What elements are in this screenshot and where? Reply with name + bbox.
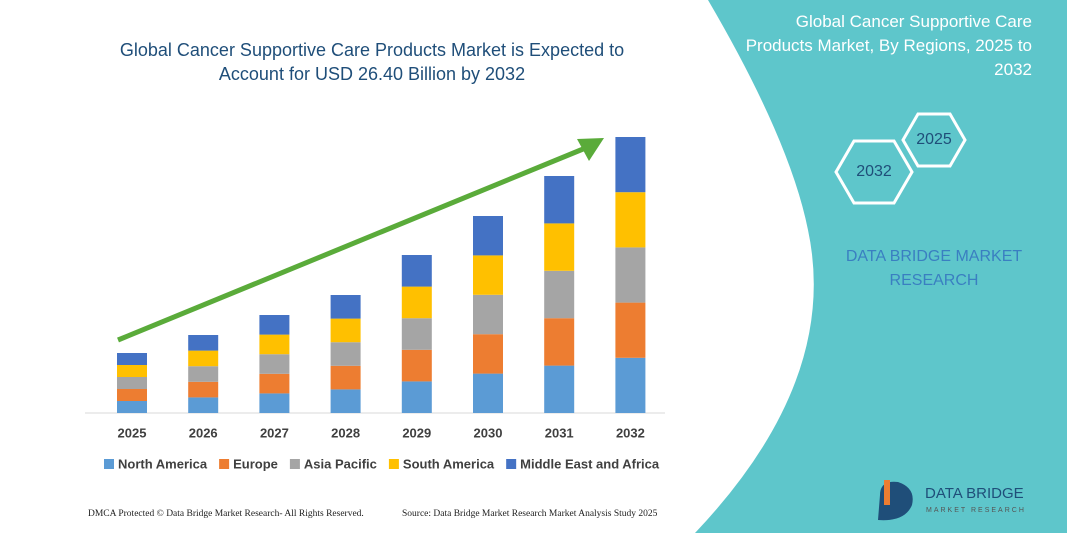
- x-tick-label: 2026: [189, 425, 218, 440]
- legend-label: South America: [403, 456, 495, 471]
- x-tick-label: 2031: [545, 425, 574, 440]
- bar-segment: [259, 373, 290, 394]
- bar-segment: [473, 373, 503, 413]
- bar-segment: [544, 223, 575, 271]
- panel-title: Global Cancer Supportive Care Products M…: [745, 12, 1032, 79]
- bar-segment: [473, 255, 503, 295]
- bar-segment: [117, 401, 147, 413]
- hex-label: 2032: [856, 163, 892, 180]
- bar-segment: [259, 315, 290, 335]
- bar-segment: [117, 377, 147, 389]
- legend-swatch: [289, 459, 300, 469]
- logo-mark: [884, 480, 890, 505]
- legend-swatch: [388, 459, 399, 469]
- bar-segment: [330, 389, 361, 413]
- bar-segment: [259, 393, 290, 413]
- bar-segment: [330, 318, 361, 343]
- bar-segment: [188, 397, 219, 413]
- logo-name: DATA BRIDGE: [925, 485, 1024, 502]
- bar-segment: [615, 247, 646, 303]
- trend-arrow: [117, 144, 589, 343]
- legend-swatch: [506, 459, 517, 469]
- legend-swatch: [104, 459, 114, 469]
- bar-segment: [544, 176, 575, 224]
- bar-segment: [473, 334, 503, 374]
- x-tick-label: 2027: [260, 425, 289, 440]
- bar-segment: [117, 365, 147, 377]
- bar-segment: [330, 365, 361, 390]
- bar-segment: [544, 318, 575, 366]
- x-tick-label: 2029: [402, 425, 431, 440]
- chart-title: Global Cancer Supportive Care Products M…: [119, 40, 625, 84]
- bar-segment: [401, 286, 432, 319]
- x-tick-label: 2030: [474, 425, 503, 440]
- bar-segment: [401, 255, 432, 287]
- bar-segment: [117, 389, 147, 401]
- x-tick-label: 2032: [616, 425, 645, 440]
- bar-segment: [330, 295, 361, 319]
- bar-segment: [615, 357, 646, 413]
- bar-segment: [188, 381, 219, 398]
- hex-label: 2025: [916, 131, 952, 148]
- trend-arrowhead: [577, 138, 604, 161]
- bar-segment: [117, 353, 147, 365]
- legend-label: Middle East and Africa: [520, 456, 660, 471]
- bar-segment: [473, 294, 503, 335]
- company-name: DATA BRIDGE MARKET RESEARCH: [845, 248, 1023, 289]
- bar-segment: [259, 334, 290, 355]
- hexagon: [834, 139, 914, 205]
- x-tick-label: 2028: [331, 425, 360, 440]
- bar-segment: [330, 342, 361, 366]
- bar-segment: [188, 335, 219, 351]
- logo-tagline: MARKET RESEARCH: [926, 507, 1026, 514]
- bar-segment: [615, 302, 646, 358]
- legend-label: Europe: [233, 456, 278, 471]
- bar-segment: [188, 366, 219, 382]
- bar-segment: [544, 270, 575, 319]
- bar-segment: [615, 192, 646, 248]
- bar-segment: [615, 137, 646, 193]
- legend-label: North America: [118, 456, 208, 471]
- bar-segment: [473, 216, 503, 256]
- bar-segment: [544, 365, 575, 413]
- bar-segment: [401, 381, 432, 413]
- footer-right: Source: Data Bridge Market Research Mark…: [402, 509, 658, 519]
- bar-segment: [401, 349, 432, 382]
- legend-label: Asia Pacific: [304, 456, 377, 471]
- side-panel: [695, 0, 1067, 533]
- legend-swatch: [219, 459, 230, 469]
- bar-segment: [401, 318, 432, 350]
- bar-segment: [188, 350, 219, 367]
- footer-left: DMCA Protected © Data Bridge Market Rese…: [88, 509, 364, 519]
- bar-segment: [259, 354, 290, 374]
- x-tick-label: 2025: [118, 425, 147, 440]
- hexagon: [901, 112, 967, 168]
